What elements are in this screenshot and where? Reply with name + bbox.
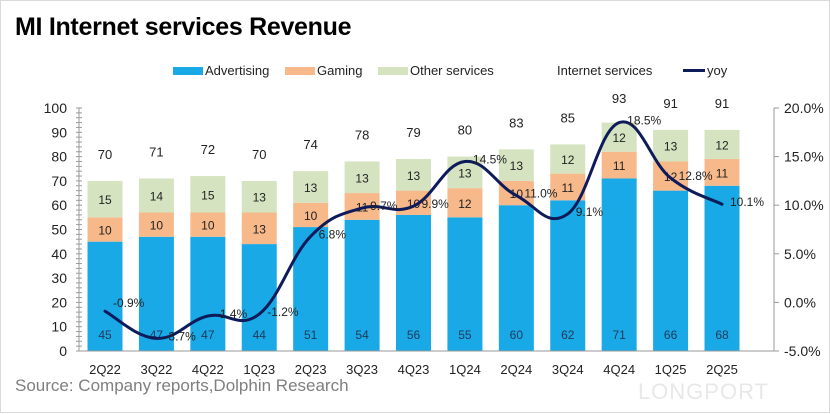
yoy-data-label: 9.9% — [422, 197, 450, 211]
data-label-advertising: 51 — [304, 328, 318, 342]
y2-tick-label: -5.0% — [784, 343, 821, 359]
y-tick-label: 10 — [51, 319, 67, 335]
y-tick-label: 40 — [51, 246, 67, 262]
yoy-data-label: 11.0% — [524, 186, 557, 200]
data-label-other-services: 13 — [355, 171, 369, 185]
yoy-data-label: 12.8% — [679, 169, 713, 183]
watermark-text: LONGPORT — [638, 379, 769, 405]
data-label-gaming: 10 — [201, 219, 215, 233]
data-label-advertising: 62 — [561, 328, 575, 342]
data-label-total: 72 — [201, 142, 215, 157]
data-label-gaming: 11 — [716, 166, 729, 180]
yoy-data-label: 14.5% — [473, 152, 507, 166]
yoy-data-label: 6.8% — [319, 227, 347, 241]
data-label-gaming: 11 — [562, 181, 575, 195]
x-tick-label: 1Q23 — [243, 362, 275, 377]
data-label-other-services: 13 — [304, 181, 318, 195]
x-tick-label: 2Q22 — [89, 362, 121, 377]
yoy-data-label: -1.2% — [267, 305, 299, 319]
y2-tick-label: 0.0% — [784, 294, 816, 310]
data-label-advertising: 71 — [612, 328, 626, 342]
data-label-advertising: 54 — [355, 328, 369, 342]
data-label-total: 79 — [406, 125, 420, 140]
data-label-advertising: 47 — [150, 328, 164, 342]
y-tick-label: 90 — [51, 124, 67, 140]
data-label-other-services: 13 — [407, 169, 421, 183]
data-label-total: 91 — [715, 96, 729, 111]
data-label-total: 83 — [509, 115, 523, 130]
x-tick-label: 4Q24 — [603, 362, 635, 377]
data-label-other-services: 13 — [253, 191, 267, 205]
data-label-other-services: 15 — [98, 193, 112, 207]
x-tick-label: 4Q23 — [398, 362, 430, 377]
bar-advertising — [705, 186, 740, 351]
data-label-advertising: 56 — [407, 328, 421, 342]
yoy-data-label: 9.7% — [370, 199, 398, 213]
data-label-advertising: 55 — [458, 328, 472, 342]
data-label-other-services: 14 — [150, 189, 164, 203]
data-label-other-services: 12 — [561, 153, 575, 167]
yoy-data-label: 10.1% — [730, 195, 764, 209]
data-label-gaming: 10 — [150, 219, 164, 233]
x-tick-label: 1Q24 — [449, 362, 481, 377]
y2-tick-label: 10.0% — [784, 197, 824, 213]
x-tick-label: 2Q24 — [500, 362, 532, 377]
x-tick-label: 2Q25 — [706, 362, 738, 377]
y-tick-label: 60 — [51, 197, 67, 213]
bar-advertising — [602, 178, 637, 351]
y-tick-label: 50 — [51, 222, 67, 238]
bar-advertising — [653, 191, 688, 351]
bars-layer — [88, 123, 740, 351]
data-label-other-services: 13 — [458, 166, 472, 180]
data-label-advertising: 66 — [664, 328, 678, 342]
x-tick-label: 3Q22 — [141, 362, 173, 377]
data-label-gaming: 10 — [98, 224, 112, 238]
y-tick-label: 70 — [51, 173, 67, 189]
y2-tick-label: 15.0% — [784, 149, 824, 165]
yoy-data-label: 18.5% — [627, 114, 661, 128]
data-label-gaming: 11 — [613, 159, 626, 173]
data-label-gaming: 12 — [458, 197, 472, 211]
data-label-total: 74 — [303, 137, 317, 152]
yoy-data-label: -3.7% — [164, 329, 196, 343]
yoy-data-label: -1.4% — [216, 307, 248, 321]
data-label-total: 70 — [98, 147, 112, 162]
x-tick-label: 4Q22 — [192, 362, 224, 377]
data-label-total: 91 — [663, 96, 677, 111]
data-label-advertising: 44 — [253, 328, 267, 342]
data-label-advertising: 68 — [715, 328, 729, 342]
data-label-gaming: 13 — [253, 222, 267, 236]
y-tick-label: 0 — [59, 343, 67, 359]
y-tick-label: 100 — [44, 100, 68, 116]
data-label-total: 80 — [458, 123, 472, 138]
x-tick-label: 2Q23 — [295, 362, 327, 377]
y-tick-label: 20 — [51, 294, 67, 310]
y-tick-label: 30 — [51, 270, 67, 286]
data-label-total: 70 — [252, 147, 266, 162]
x-tick-label: 3Q23 — [346, 362, 378, 377]
x-tick-label: 3Q24 — [552, 362, 584, 377]
yoy-data-label: 9.1% — [576, 205, 604, 219]
y2-tick-label: 20.0% — [784, 100, 824, 116]
source-note: Source: Company reports,Dolphin Research — [15, 376, 349, 396]
data-label-advertising: 45 — [98, 328, 112, 342]
x-tick-label: 1Q25 — [655, 362, 687, 377]
data-label-total: 85 — [561, 110, 575, 125]
data-label-advertising: 60 — [510, 328, 524, 342]
data-label-total: 71 — [149, 144, 163, 159]
data-label-other-services: 15 — [201, 188, 215, 202]
data-label-other-services: 13 — [510, 159, 524, 173]
y-tick-label: 80 — [51, 149, 67, 165]
data-label-other-services: 12 — [612, 131, 626, 145]
data-label-other-services: 13 — [664, 140, 678, 154]
data-label-other-services: 12 — [715, 138, 729, 152]
y2-tick-label: 5.0% — [784, 246, 816, 262]
data-label-total: 78 — [355, 127, 369, 142]
yoy-data-label: -0.9% — [113, 296, 145, 310]
data-label-gaming: 10 — [304, 209, 318, 223]
data-label-advertising: 47 — [201, 328, 215, 342]
data-label-total: 93 — [612, 91, 626, 106]
